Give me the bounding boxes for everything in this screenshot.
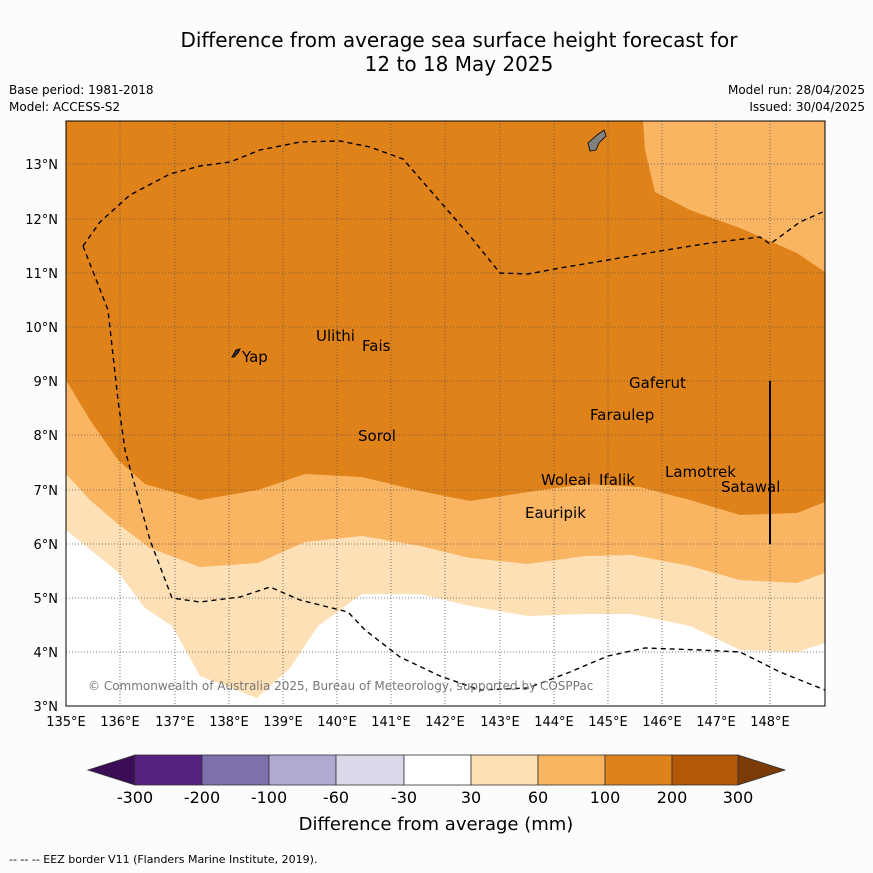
svg-text:7°N: 7°N <box>34 484 59 499</box>
svg-text:137°E: 137°E <box>155 715 195 730</box>
colorbar-bin <box>268 754 337 786</box>
model-name: Model: ACCESS-S2 <box>9 100 121 114</box>
place-yap: Yap <box>241 348 268 366</box>
place-fais: Fais <box>362 337 391 355</box>
colorbar-bin <box>201 754 270 786</box>
svg-text:147°E: 147°E <box>696 715 736 730</box>
colorbar <box>86 754 787 786</box>
lat-axis-labels: 3°N 4°N 5°N 6°N 7°N 8°N 9°N 10°N 11°N 12… <box>25 158 58 715</box>
colorbar-extend-high <box>737 754 787 786</box>
svg-text:200: 200 <box>657 788 688 807</box>
svg-text:136°E: 136°E <box>100 715 140 730</box>
svg-text:146°E: 146°E <box>642 715 682 730</box>
eez-border-north <box>82 140 825 275</box>
svg-text:-100: -100 <box>251 788 287 807</box>
svg-text:11°N: 11°N <box>25 267 58 282</box>
issued-date: Issued: 30/04/2025 <box>749 100 865 114</box>
chart-title: Difference from average sea surface heig… <box>0 28 873 76</box>
svg-text:3°N: 3°N <box>34 700 59 715</box>
svg-text:142°E: 142°E <box>425 715 465 730</box>
title-line-1: Difference from average sea surface heig… <box>180 28 738 52</box>
svg-text:138°E: 138°E <box>209 715 249 730</box>
map-area: Yap Ulithi Fais Gaferut Faraulep Sorol L… <box>66 121 825 706</box>
svg-text:12°N: 12°N <box>25 213 58 228</box>
colorbar-ticks: -300 -200 -100 -60 -30 30 60 100 200 300 <box>117 788 753 807</box>
svg-text:60: 60 <box>528 788 548 807</box>
place-lamotrek: Lamotrek <box>665 463 736 481</box>
place-faraulep: Faraulep <box>590 406 654 424</box>
svg-text:13°N: 13°N <box>25 158 58 173</box>
meta-right: Model run: 28/04/2025 Issued: 30/04/2025 <box>728 82 865 116</box>
colorbar-bin <box>671 754 739 786</box>
svg-text:-60: -60 <box>323 788 349 807</box>
gridlines <box>66 121 825 706</box>
svg-text:145°E: 145°E <box>588 715 628 730</box>
colorbar-bin <box>604 754 673 786</box>
svg-text:4°N: 4°N <box>34 646 59 661</box>
place-eauripik: Eauripik <box>525 504 586 522</box>
svg-text:148°E: 148°E <box>750 715 790 730</box>
colorbar-bin <box>134 754 203 786</box>
colorbar-extend-low <box>86 754 136 786</box>
model-run: Model run: 28/04/2025 <box>727 83 865 97</box>
place-sorol: Sorol <box>358 427 396 445</box>
colorbar-bin <box>470 754 539 786</box>
place-ulithi: Ulithi <box>316 327 355 345</box>
svg-text:-200: -200 <box>184 788 220 807</box>
colorbar-bin <box>537 754 606 786</box>
place-satawal: Satawal <box>721 478 780 496</box>
svg-text:8°N: 8°N <box>34 429 59 444</box>
svg-text:143°E: 143°E <box>480 715 520 730</box>
colorbar-bin <box>335 754 405 786</box>
zone-100-200 <box>66 121 825 515</box>
place-ifalik: Ifalik <box>599 471 635 489</box>
place-gaferut: Gaferut <box>629 374 686 392</box>
colorbar-label: Difference from average (mm) <box>299 814 574 835</box>
svg-text:30: 30 <box>461 788 481 807</box>
eez-border <box>82 245 825 691</box>
svg-text:6°N: 6°N <box>34 538 59 553</box>
svg-text:-300: -300 <box>117 788 153 807</box>
svg-text:300: 300 <box>723 788 754 807</box>
meta-left: Base period: 1981-2018 Model: ACCESS-S2 <box>9 82 154 116</box>
svg-text:140°E: 140°E <box>317 715 357 730</box>
base-period: Base period: 1981-2018 <box>9 83 154 97</box>
svg-text:141°E: 141°E <box>371 715 411 730</box>
svg-text:9°N: 9°N <box>34 375 59 390</box>
svg-text:-30: -30 <box>391 788 417 807</box>
svg-text:139°E: 139°E <box>263 715 303 730</box>
svg-text:10°N: 10°N <box>25 321 58 336</box>
eez-footnote: -- -- -- EEZ border V11 (Flanders Marine… <box>9 853 318 866</box>
copyright-text: © Commonwealth of Australia 2025, Bureau… <box>88 679 593 693</box>
map-frame <box>65 120 826 707</box>
place-woleai: Woleai <box>541 471 591 489</box>
svg-text:144°E: 144°E <box>534 715 574 730</box>
colorbar-bin <box>403 754 472 786</box>
svg-text:5°N: 5°N <box>34 592 59 607</box>
guam-island <box>587 129 607 152</box>
title-line-2: 12 to 18 May 2025 <box>364 52 554 76</box>
svg-text:135°E: 135°E <box>46 715 86 730</box>
lon-axis-labels: 135°E 136°E 137°E 138°E 139°E 140°E 141°… <box>46 715 790 730</box>
yap-island <box>231 348 241 358</box>
svg-text:100: 100 <box>590 788 621 807</box>
